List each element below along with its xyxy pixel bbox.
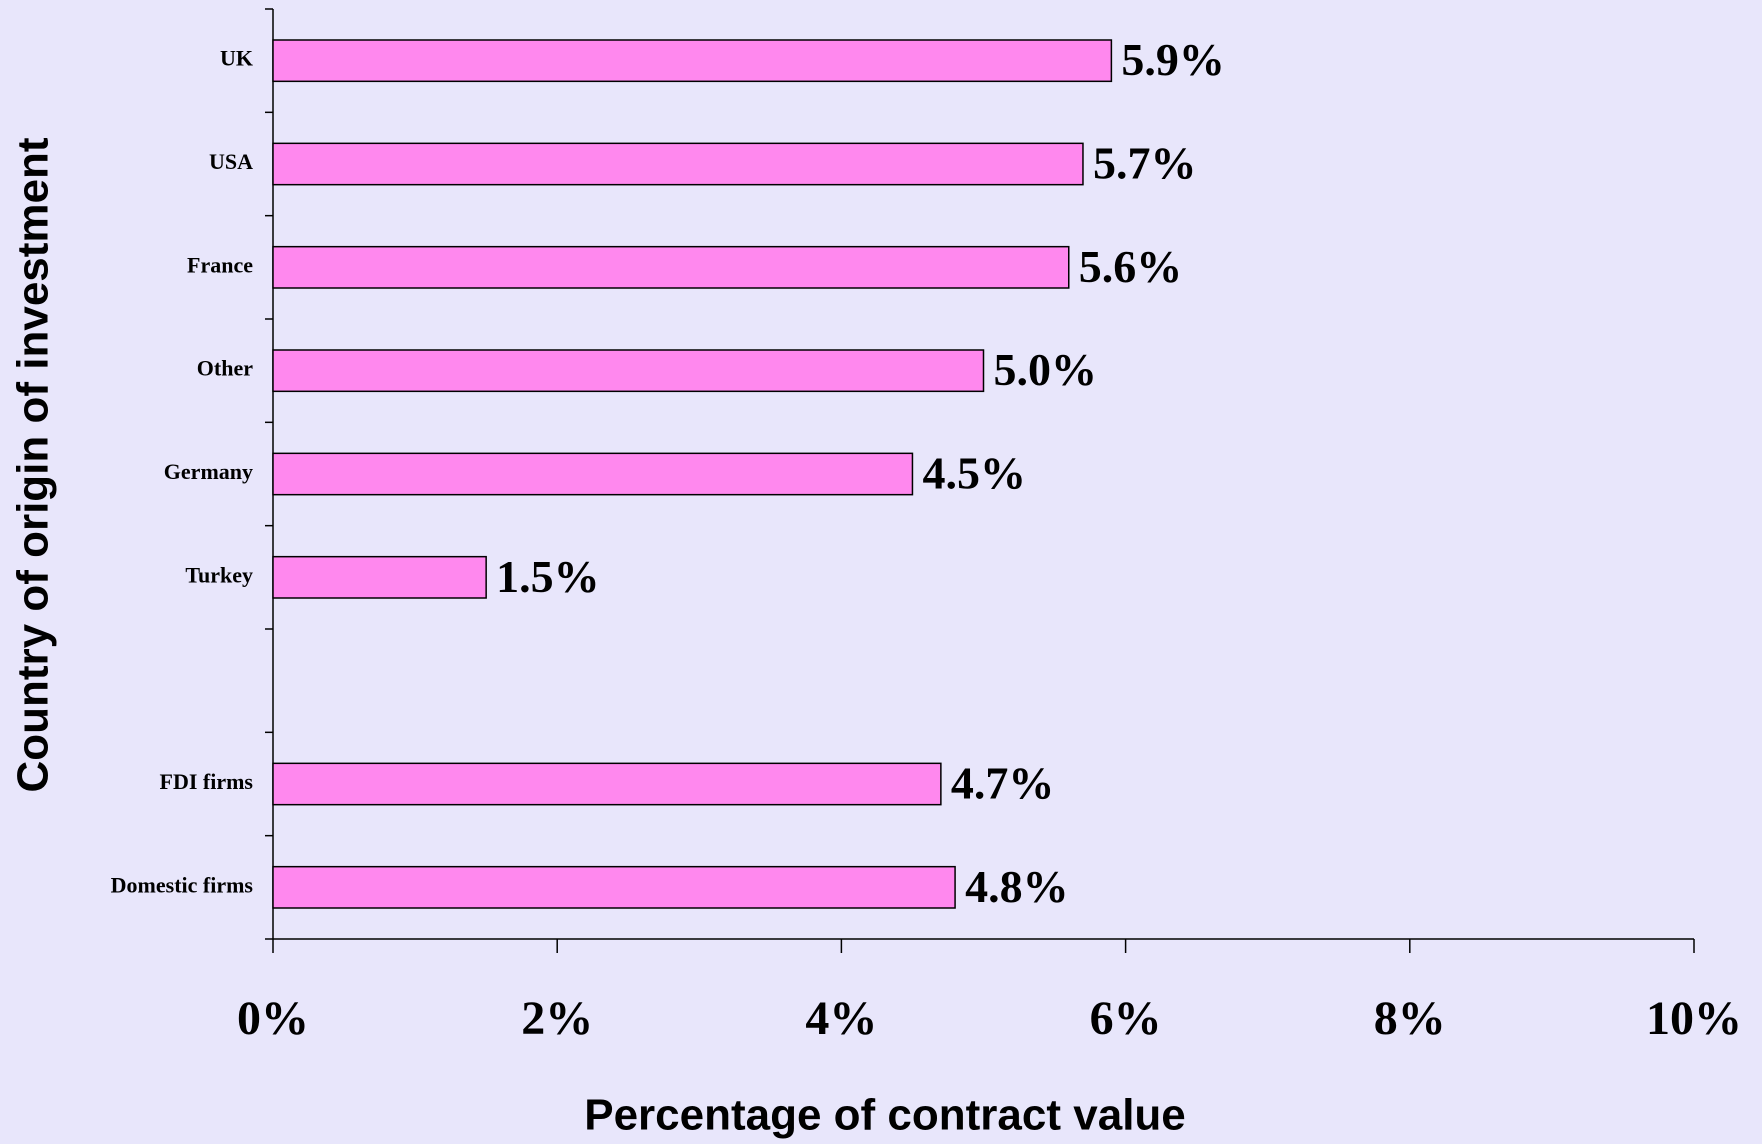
value-label: 1.5%: [496, 551, 600, 602]
y-tick-label: FDI firms: [160, 769, 254, 794]
x-tick-label: 4%: [805, 992, 877, 1045]
value-label: 5.9%: [1121, 34, 1225, 85]
y-tick-label: USA: [209, 149, 253, 174]
x-tick-label: 0%: [237, 992, 309, 1045]
y-tick-label: Germany: [164, 459, 253, 484]
x-tick-label: 8%: [1374, 992, 1446, 1045]
x-tick-label: 10%: [1646, 992, 1742, 1045]
y-axis-title: Country of origin of investment: [9, 137, 58, 792]
y-tick-label: UK: [220, 46, 253, 71]
bar: [272, 452, 914, 496]
value-label: 5.7%: [1093, 138, 1197, 189]
y-tick-label: Domestic firms: [111, 872, 254, 897]
x-axis-title: Percentage of contract value: [584, 1091, 1186, 1140]
bar: [272, 39, 1113, 83]
bar: [272, 865, 956, 909]
bar: [272, 762, 942, 806]
x-tick-label: 2%: [521, 992, 593, 1045]
value-label: 5.6%: [1079, 241, 1183, 292]
value-label: 4.5%: [922, 448, 1025, 499]
x-tick-label: 6%: [1090, 992, 1162, 1045]
bar: [272, 349, 985, 393]
bar: [272, 555, 487, 599]
bar: [272, 142, 1084, 186]
bar: [272, 245, 1070, 289]
y-tick-label: Other: [197, 356, 253, 381]
value-label: 5.0%: [994, 344, 1098, 395]
y-tick-label: Turkey: [185, 562, 253, 587]
value-label: 4.8%: [965, 861, 1069, 912]
y-tick-label: France: [187, 252, 253, 277]
value-label: 4.7%: [951, 758, 1055, 809]
